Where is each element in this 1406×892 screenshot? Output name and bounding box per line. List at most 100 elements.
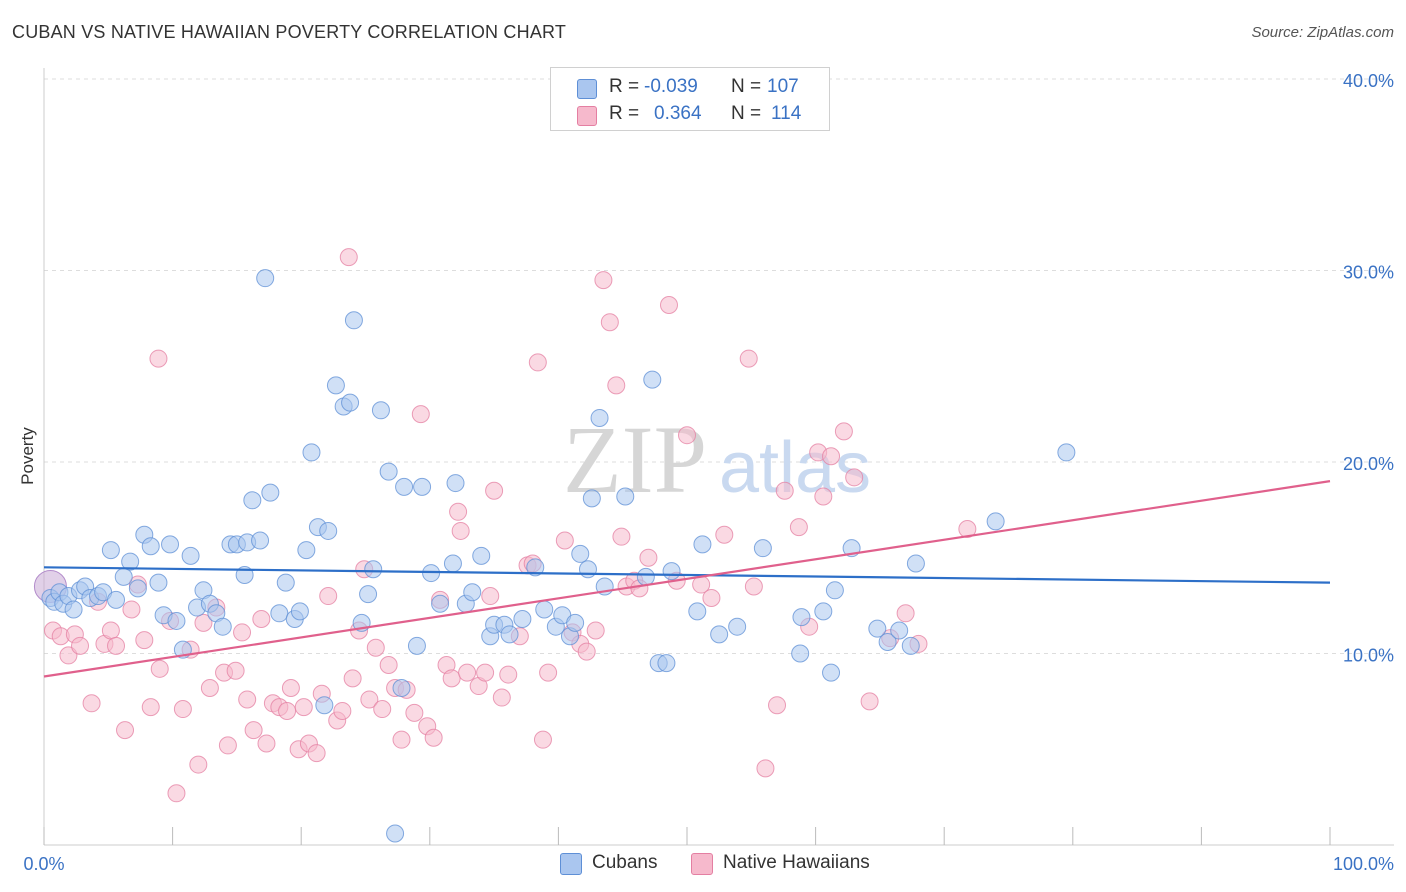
cuban-point — [500, 625, 519, 644]
cuban-point — [297, 541, 316, 560]
native-hawaiian-point — [485, 481, 504, 500]
legend-row-cubans: R = -0.039 N = 107 — [551, 74, 829, 102]
native-hawaiian-point — [775, 481, 794, 500]
native-hawaiian-point — [586, 621, 605, 640]
legend-n-label: N = — [731, 103, 762, 124]
cuban-point — [290, 602, 309, 621]
native-hawaiian-point — [373, 700, 392, 719]
native-hawaiian-point — [107, 636, 126, 655]
cuban-point — [710, 625, 729, 644]
cuban-point — [319, 521, 338, 540]
cuban-point — [662, 562, 681, 581]
cuban-point — [141, 537, 160, 556]
cuban-point — [868, 619, 887, 638]
cuban-point — [446, 474, 465, 493]
native-hawaiian-point — [226, 661, 245, 680]
axes — [43, 68, 1394, 846]
cuban-point — [261, 483, 280, 502]
native-hawaiian-point — [307, 744, 326, 763]
native-hawaiian-point — [218, 736, 237, 755]
cuban-point — [878, 633, 897, 652]
native-hawaiian-point — [116, 721, 135, 740]
native-hawaiian-point — [333, 701, 352, 720]
cuban-point — [463, 583, 482, 602]
cuban-point — [181, 546, 200, 565]
native-hawaiian-point — [141, 698, 160, 717]
y-axis-label: Poverty — [18, 427, 37, 485]
series-swatch-native-hawaiians — [691, 853, 713, 875]
x-tick-label-max: 100.0% — [1333, 854, 1394, 874]
cuban-point — [688, 602, 707, 621]
x-tick-label-min: 0.0% — [23, 854, 64, 874]
legend-n-label: N = — [731, 76, 762, 97]
native-hawaiian-point — [442, 669, 461, 688]
native-hawaiian-point — [528, 353, 547, 372]
series-swatch-cubans — [560, 853, 582, 875]
cuban-point — [657, 654, 676, 673]
native-hawaiian-point — [200, 678, 219, 697]
cuban-point — [149, 573, 168, 592]
source-attribution: Source: ZipAtlas.com — [1251, 24, 1394, 41]
cuban-point — [753, 539, 772, 558]
series-label-cubans: Cubans — [592, 852, 658, 873]
native-hawaiian-point — [594, 271, 613, 290]
legend-swatch-cubans — [577, 79, 597, 99]
native-hawaiian-point — [101, 621, 120, 640]
native-hawaiian-point — [600, 313, 619, 332]
native-hawaiian-point — [492, 688, 511, 707]
cuban-point — [890, 621, 909, 640]
native-hawaiian-point — [392, 730, 411, 749]
legend-r-label: R = — [609, 103, 640, 124]
cuban-point — [213, 617, 232, 636]
tick-labels: 10.0% 20.0% 30.0% 40.0% 0.0% 100.0% — [23, 71, 1394, 874]
cuban-point — [392, 678, 411, 697]
native-hawaiian-point — [281, 678, 300, 697]
cuban-point — [590, 408, 609, 427]
series-legend: Cubans Native Hawaiians — [0, 852, 1406, 876]
cuban-point — [443, 554, 462, 573]
native-hawaiian-point — [379, 655, 398, 674]
native-hawaiian-point — [639, 548, 658, 567]
native-hawaiian-point — [789, 518, 808, 537]
cuban-point — [513, 610, 532, 629]
native-hawaiian-point — [715, 525, 734, 544]
native-hawaiian-point — [71, 636, 90, 655]
cuban-point — [636, 567, 655, 586]
series-label-native-hawaiians: Native Hawaiians — [723, 852, 870, 873]
cuban-point — [64, 600, 83, 619]
legend-n-value: 114 — [771, 103, 802, 124]
legend-r-label: R = — [609, 76, 640, 97]
cuban-point — [167, 611, 186, 630]
legend-r-value: -0.039 — [644, 76, 698, 97]
native-hawaiian-point — [555, 531, 574, 550]
cuban-point — [107, 590, 126, 609]
cuban-point — [693, 535, 712, 554]
y-tick-label: 10.0% — [1343, 646, 1394, 666]
native-hawaiian-point — [481, 587, 500, 606]
native-hawaiian-point — [59, 646, 78, 665]
native-hawaiian-point — [150, 659, 169, 678]
legend-r-value: 0.364 — [654, 103, 702, 124]
cuban-point — [341, 393, 360, 412]
cuban-point — [270, 604, 289, 623]
cuban-point — [407, 636, 426, 655]
cuban-point — [578, 560, 597, 579]
cuban-point — [395, 477, 414, 496]
cuban-point — [825, 581, 844, 600]
cuban-point — [251, 531, 270, 550]
cuban-point — [986, 512, 1005, 531]
native-hawaiians-trend-line — [43, 480, 1331, 678]
cuban-point — [315, 696, 334, 715]
native-hawaiian-point — [744, 577, 763, 596]
cuban-point — [814, 602, 833, 621]
y-tick-label: 20.0% — [1343, 454, 1394, 474]
native-hawaiian-point — [896, 604, 915, 623]
native-hawaiian-point — [607, 376, 626, 395]
cuban-point — [359, 585, 378, 604]
native-hawaiian-point — [194, 613, 213, 632]
cuban-point — [431, 594, 450, 613]
cuban-point — [792, 608, 811, 627]
native-hawaiian-point — [82, 694, 101, 713]
native-hawaiian-point — [294, 698, 313, 717]
